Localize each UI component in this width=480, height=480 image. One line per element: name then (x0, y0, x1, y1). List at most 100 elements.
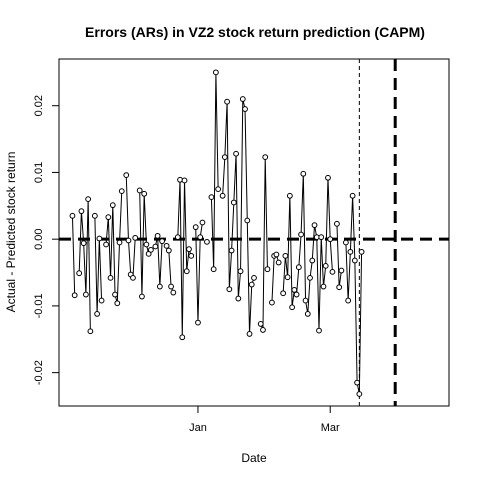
series-segment (94, 215, 103, 314)
data-point (132, 234, 139, 241)
data-point (143, 241, 150, 248)
data-point (85, 196, 92, 203)
data-point (116, 239, 123, 246)
data-point (170, 289, 177, 296)
data-point (257, 321, 264, 327)
data-point (248, 281, 255, 288)
series-segment (336, 223, 342, 288)
data-point (239, 96, 246, 102)
data-point (349, 192, 356, 199)
data-point (282, 252, 289, 259)
data-point (334, 220, 340, 227)
data-point (293, 291, 300, 298)
data-point (235, 295, 242, 302)
y-tick-label: 0.02 (33, 95, 45, 116)
data-point (123, 172, 130, 179)
y-axis-title: Actual - Predicted stock return (4, 152, 18, 313)
data-point (244, 217, 251, 224)
data-point (318, 234, 325, 241)
data-point (174, 234, 181, 241)
x-axis: Jan Mar (189, 406, 340, 434)
series-segment (71, 215, 76, 296)
data-point (197, 234, 204, 241)
data-point (168, 283, 174, 290)
data-point (354, 379, 361, 386)
data-point (98, 297, 105, 304)
data-point (322, 262, 329, 269)
data-point (307, 274, 313, 281)
data-point (304, 311, 311, 317)
data-point (295, 264, 302, 271)
data-point (139, 293, 145, 300)
data-point (327, 236, 334, 243)
data-point (309, 257, 316, 264)
y-tick-label: -0.01 (33, 293, 45, 318)
y-tick-label: -0.02 (33, 360, 45, 385)
data-point (195, 319, 201, 326)
reference-lines (59, 59, 449, 406)
plot-frame (58, 58, 450, 407)
series-segment (154, 235, 163, 287)
data-point (152, 243, 159, 250)
data-point (83, 291, 89, 298)
data-point (199, 219, 206, 226)
series-segment (177, 179, 192, 338)
x-axis-title: Date (241, 451, 267, 465)
data-point (141, 190, 148, 197)
data-point (136, 187, 143, 194)
x-tick-label: Mar (321, 422, 340, 434)
series-points (69, 69, 365, 397)
data-point (213, 69, 219, 76)
series-segment (195, 222, 203, 323)
data-point (204, 238, 210, 245)
y-axis: -0.02 -0.01 0.00 0.01 0.02 (33, 95, 59, 385)
data-point (154, 232, 161, 239)
data-point (343, 239, 349, 246)
data-point (260, 327, 266, 333)
data-point (192, 224, 199, 231)
data-point (107, 274, 114, 281)
data-point (338, 267, 345, 274)
data-point (325, 174, 331, 181)
data-point (286, 192, 293, 199)
data-point (118, 188, 125, 195)
data-point (233, 150, 239, 157)
data-point (316, 327, 322, 334)
data-point (269, 299, 275, 306)
data-point (179, 334, 186, 341)
data-point (230, 199, 237, 206)
data-point (273, 251, 280, 258)
data-point (159, 238, 166, 245)
data-point (183, 268, 190, 275)
data-point (264, 266, 271, 273)
data-point (251, 274, 257, 281)
data-point (96, 235, 103, 242)
series-segment (210, 72, 219, 270)
series-segment (125, 175, 136, 280)
data-point (109, 202, 116, 209)
data-point (358, 248, 365, 255)
data-point (356, 391, 363, 397)
data-point (224, 98, 231, 105)
data-point (208, 194, 215, 201)
data-point (87, 328, 94, 335)
data-point (188, 252, 195, 259)
data-point (210, 266, 217, 273)
data-point (130, 274, 136, 281)
data-point (311, 222, 318, 229)
data-point (215, 186, 222, 193)
data-point (302, 297, 309, 304)
data-point (91, 212, 98, 219)
y-tick-label: 0.00 (33, 228, 45, 249)
series-segment (345, 195, 363, 395)
data-point (103, 241, 109, 248)
data-point (336, 284, 343, 291)
data-point (105, 214, 112, 221)
data-point (347, 248, 354, 255)
data-point (237, 268, 244, 275)
series-segment (260, 157, 268, 331)
data-point (221, 154, 228, 160)
series-line (71, 72, 363, 395)
data-point (94, 311, 100, 317)
